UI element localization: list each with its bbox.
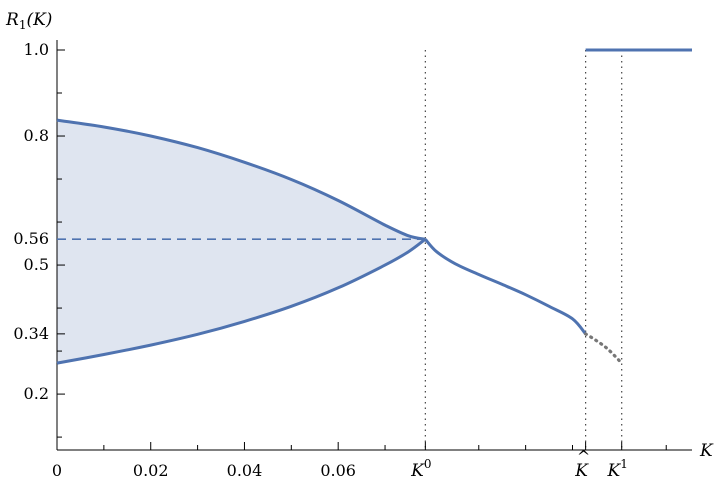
x-special-label-0: K0: [410, 457, 431, 480]
y-tick-label-5: 0.2: [24, 384, 49, 403]
series-layer: [56, 48, 692, 365]
bistable-region: [57, 120, 426, 364]
tick-labels: 1.00.80.560.50.340.20 0.02 0.04 0.06 K0 K^K1: [13, 40, 628, 480]
x-tick-label-3: 0.06: [320, 461, 356, 480]
y-tick-label-2: 0.56: [13, 229, 49, 248]
x-tick-label-1: 0.02: [133, 461, 169, 480]
x-special-label-sup: 0: [424, 457, 432, 471]
y-axis-title: R1(K): [5, 10, 52, 32]
x-special-label-main: K: [607, 461, 622, 480]
reference-lines: [424, 50, 623, 450]
x-tick-label-0: 0: [52, 461, 62, 480]
y-tick-label-0: 1.0: [24, 40, 49, 59]
y-axis-title-sub: 1: [19, 18, 27, 32]
x-special-label-main: K: [574, 461, 589, 480]
axes: [56, 40, 692, 451]
y-tick-label-4: 0.34: [13, 324, 49, 343]
series-dotted-unstable: [584, 332, 624, 365]
x-special-accent-1: ^: [577, 447, 590, 466]
y-tick-label-3: 0.5: [24, 255, 49, 274]
x-special-label-2: K1: [607, 457, 628, 480]
y-axis-title-arg: (K): [26, 10, 52, 30]
series-upper-branch: [56, 118, 426, 241]
y-axis-title-main: R: [5, 10, 19, 30]
x-special-label-sup: 1: [620, 457, 628, 471]
series-decreasing-branch: [424, 238, 587, 335]
x-special-label-main: K: [410, 461, 425, 480]
x-tick-label-2: 0.04: [227, 461, 263, 480]
series-lower-branch: [56, 238, 427, 365]
y-tick-label-1: 0.8: [24, 126, 49, 145]
x-axis-title: K: [699, 441, 714, 461]
shaded-region-layer: [57, 120, 426, 364]
x-special-label-1: K: [574, 461, 589, 480]
